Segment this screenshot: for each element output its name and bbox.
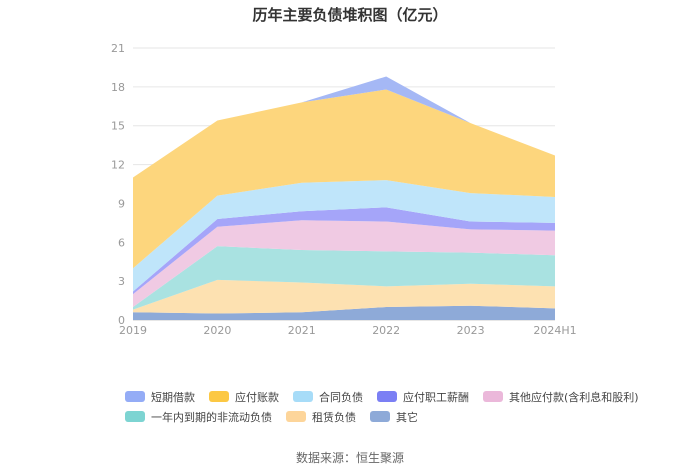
area-series [133,279,555,314]
y-tick-label: 12 [111,159,125,172]
area-series [133,89,555,269]
legend-label: 应付职工薪酬 [403,390,469,404]
x-tick-label: 2021 [288,324,316,337]
y-tick-label: 3 [118,275,125,288]
legend-label: 合同负债 [319,390,363,404]
y-tick-label: 0 [118,314,125,327]
y-tick-label: 21 [111,42,125,55]
legend-swatch [293,391,313,402]
x-tick-label: 2022 [372,324,400,337]
x-tick-label: 2020 [203,324,231,337]
data-source-note: 数据来源：恒生聚源 [295,451,404,465]
legend-label: 其他应付款(含利息和股利) [509,390,639,404]
legend-swatch [483,391,503,402]
legend-label: 一年内到期的非流动负债 [151,410,272,424]
legend-label: 其它 [396,410,418,424]
legend-swatch [370,411,390,422]
y-tick-label: 18 [111,81,125,94]
x-tick-label: 2019 [119,324,147,337]
y-tick-label: 6 [118,236,125,249]
area-series [133,220,555,308]
area-series [133,305,555,320]
area-series [133,180,555,292]
legend-label: 短期借款 [151,390,195,404]
legend-swatch [125,411,145,422]
y-tick-label: 15 [111,120,125,133]
legend-label: 应付账款 [235,390,279,404]
area-series [133,246,555,310]
chart-title: 历年主要负债堆积图（亿元） [252,6,448,24]
legend-swatch [377,391,397,402]
legend-swatch [209,391,229,402]
x-tick-label: 2023 [457,324,485,337]
y-tick-label: 9 [118,197,125,210]
x-tick-label: 2024H1 [533,324,576,337]
legend-swatch [286,411,306,422]
legend-swatch [125,391,145,402]
legend-label: 租赁负债 [312,410,356,424]
